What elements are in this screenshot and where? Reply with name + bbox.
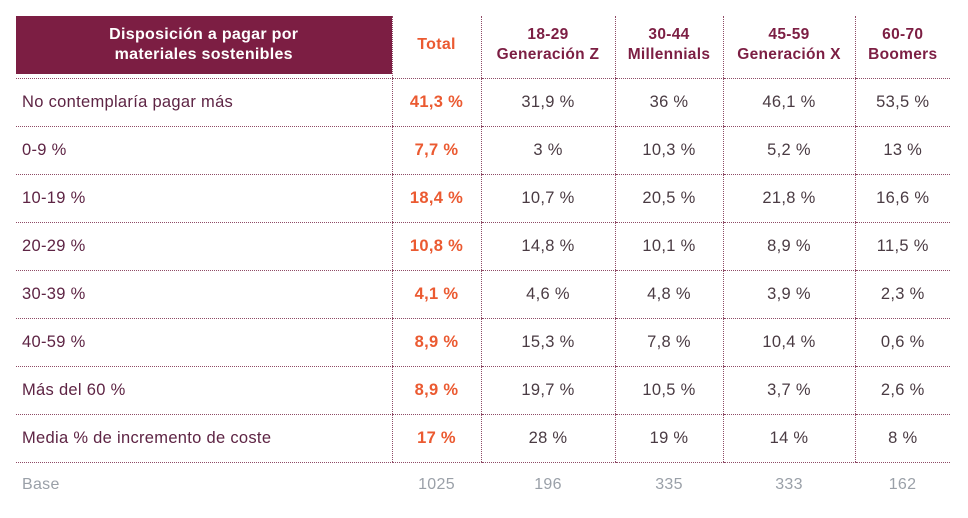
table-row: 40-59 % 8,9 % 15,3 % 7,8 % 10,4 % 0,6 % <box>16 318 950 367</box>
cell-value: 3,7 % <box>722 366 855 415</box>
table-row: 20-29 % 10,8 % 14,8 % 10,1 % 8,9 % 11,5 … <box>16 222 950 271</box>
cell-value: 36 % <box>614 78 723 127</box>
row-label: 20-29 % <box>16 222 392 271</box>
table-row: 0-9 % 7,7 % 3 % 10,3 % 5,2 % 13 % <box>16 126 950 175</box>
total-value: 17 % <box>391 414 481 463</box>
cell-value: 19,7 % <box>480 366 615 415</box>
cell-value: 11,5 % <box>854 222 950 271</box>
willingness-to-pay-table: Disposición a pagar por materiales soste… <box>16 16 950 508</box>
row-label: 10-19 % <box>16 174 392 223</box>
cell-value: 2,3 % <box>854 270 950 319</box>
cell-value: 8,9 % <box>722 222 855 271</box>
total-value: 4,1 % <box>391 270 481 319</box>
column-header-total: Total <box>391 16 481 79</box>
cell-value: 16,6 % <box>854 174 950 223</box>
base-label: Base <box>22 476 60 494</box>
table-row: Media % de incremento de coste 17 % 28 %… <box>16 414 950 463</box>
column-header-generacion-x: 45-59 Generación X <box>722 16 855 79</box>
cell-value: 31,9 % <box>480 78 615 127</box>
cell-value: 10,4 % <box>722 318 855 367</box>
row-label: Media % de incremento de coste <box>16 414 392 463</box>
total-value: 8,9 % <box>391 366 481 415</box>
base-cell-value: 333 <box>775 476 803 494</box>
cell-value: 53,5 % <box>854 78 950 127</box>
cell-value: 3 % <box>480 126 615 175</box>
cell-value: 14,8 % <box>480 222 615 271</box>
table-title-cell: Disposición a pagar por materiales soste… <box>16 16 392 79</box>
cell-value: 10,3 % <box>614 126 723 175</box>
row-label: 40-59 % <box>16 318 392 367</box>
cell-value: 2,6 % <box>854 366 950 415</box>
table-row: 10-19 % 18,4 % 10,7 % 20,5 % 21,8 % 16,6… <box>16 174 950 223</box>
cell-value: 10,1 % <box>614 222 723 271</box>
cell-value: 10,7 % <box>480 174 615 223</box>
cell-value: 8 % <box>854 414 950 463</box>
total-value: 10,8 % <box>391 222 481 271</box>
cell-value: 19 % <box>614 414 723 463</box>
cell-value: 4,8 % <box>614 270 723 319</box>
base-row: Base 1025 196 335 333 162 <box>16 462 950 508</box>
base-cell-value: 196 <box>534 476 562 494</box>
cell-value: 7,8 % <box>614 318 723 367</box>
base-total-value: 1025 <box>418 476 455 494</box>
base-cell-value: 335 <box>655 476 683 494</box>
column-header-generacion-z: 18-29 Generación Z <box>480 16 615 79</box>
row-label: Más del 60 % <box>16 366 392 415</box>
table-header-row: Disposición a pagar por materiales soste… <box>16 16 950 79</box>
cell-value: 4,6 % <box>480 270 615 319</box>
row-label: 30-39 % <box>16 270 392 319</box>
cell-value: 5,2 % <box>722 126 855 175</box>
table-row: Más del 60 % 8,9 % 19,7 % 10,5 % 3,7 % 2… <box>16 366 950 415</box>
cell-value: 3,9 % <box>722 270 855 319</box>
table-row: No contemplaría pagar más 41,3 % 31,9 % … <box>16 78 950 127</box>
row-label: 0-9 % <box>16 126 392 175</box>
cell-value: 10,5 % <box>614 366 723 415</box>
total-value: 8,9 % <box>391 318 481 367</box>
cell-value: 21,8 % <box>722 174 855 223</box>
total-value: 18,4 % <box>391 174 481 223</box>
cell-value: 14 % <box>722 414 855 463</box>
base-cell-value: 162 <box>888 476 917 494</box>
column-header-boomers: 60-70 Boomers <box>854 16 950 79</box>
cell-value: 13 % <box>854 126 950 175</box>
cell-value: 15,3 % <box>480 318 615 367</box>
cell-value: 46,1 % <box>722 78 855 127</box>
cell-value: 20,5 % <box>614 174 723 223</box>
total-value: 7,7 % <box>391 126 481 175</box>
cell-value: 28 % <box>480 414 615 463</box>
total-value: 41,3 % <box>391 78 481 127</box>
column-header-millennials: 30-44 Millennials <box>614 16 723 79</box>
table-row: 30-39 % 4,1 % 4,6 % 4,8 % 3,9 % 2,3 % <box>16 270 950 319</box>
cell-value: 0,6 % <box>854 318 950 367</box>
row-label: No contemplaría pagar más <box>16 78 392 127</box>
table-title: Disposición a pagar por materiales soste… <box>16 16 392 74</box>
